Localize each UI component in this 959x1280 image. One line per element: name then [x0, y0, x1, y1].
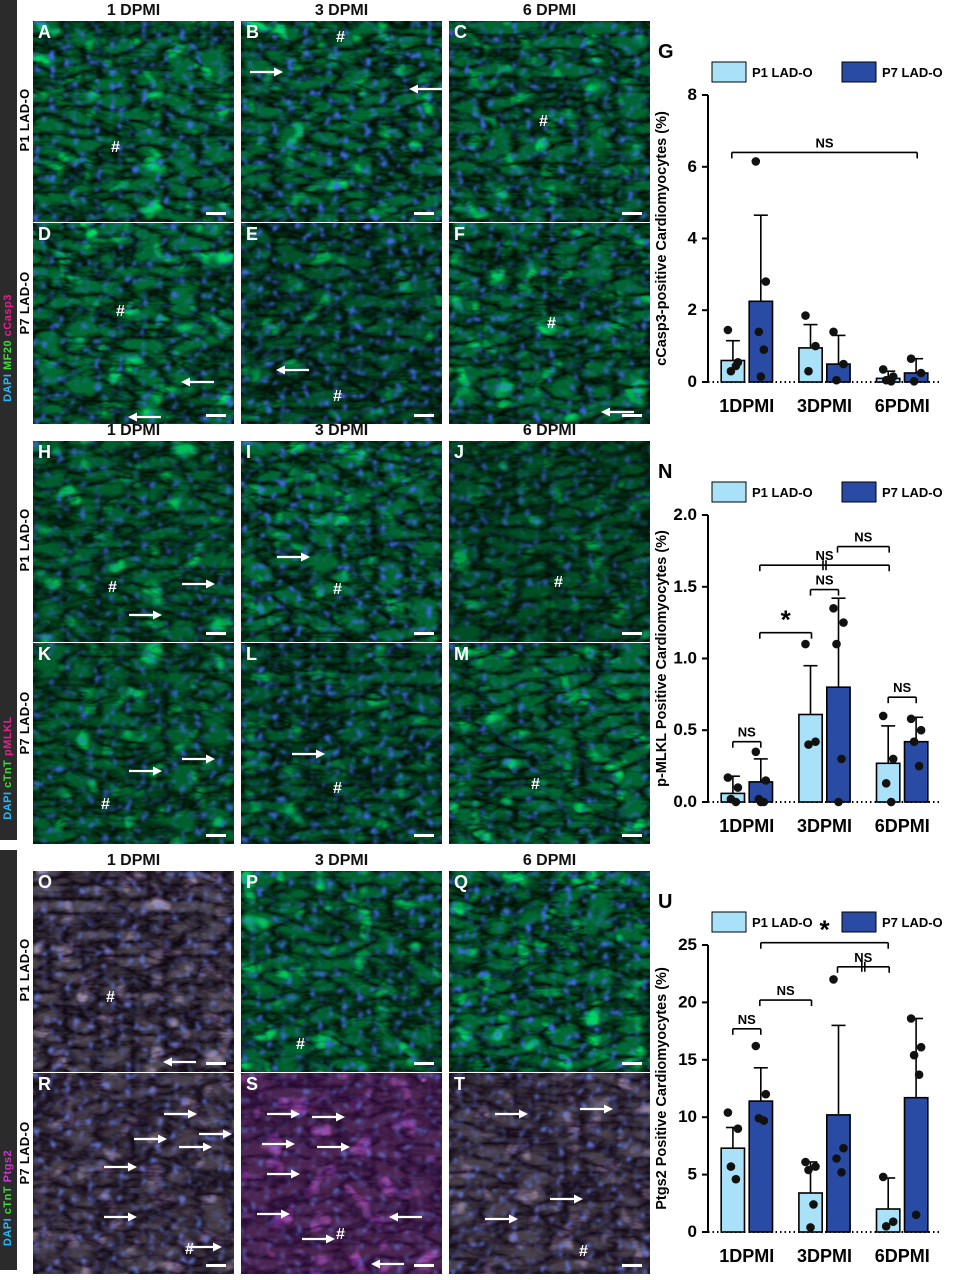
svg-text:3DPMI: 3DPMI: [797, 396, 852, 416]
svg-text:1DPMI: 1DPMI: [719, 396, 774, 416]
svg-text:NS: NS: [777, 983, 795, 998]
svg-text:P1 LAD-O: P1 LAD-O: [752, 485, 813, 500]
svg-text:NS: NS: [854, 950, 872, 965]
svg-text:6: 6: [688, 157, 697, 176]
svg-text:15: 15: [678, 1050, 697, 1069]
svg-text:25: 25: [678, 935, 697, 954]
svg-text:3DPMI: 3DPMI: [797, 1246, 852, 1266]
svg-text:P1 LAD-O: P1 LAD-O: [752, 915, 813, 930]
svg-text:0: 0: [688, 1222, 697, 1241]
svg-text:N: N: [658, 461, 672, 483]
svg-text:8: 8: [688, 85, 697, 104]
svg-text:0.5: 0.5: [673, 720, 697, 739]
svg-text:NS: NS: [815, 548, 833, 563]
svg-text:4: 4: [688, 229, 698, 248]
svg-text:NS: NS: [738, 725, 756, 740]
svg-text:6PDMI: 6PDMI: [875, 396, 930, 416]
svg-text:Ptgs2 Positive Cardiomyocytes: Ptgs2 Positive Cardiomyocytes (%): [654, 967, 670, 1210]
svg-text:5: 5: [688, 1165, 697, 1184]
svg-text:P7 LAD-O: P7 LAD-O: [882, 65, 943, 80]
svg-text:NS: NS: [854, 530, 872, 545]
svg-text:6DPMI: 6DPMI: [875, 816, 930, 836]
svg-text:NS: NS: [738, 1012, 756, 1027]
svg-text:3DPMI: 3DPMI: [797, 816, 852, 836]
svg-text:*: *: [819, 915, 830, 945]
svg-text:1DPMI: 1DPMI: [719, 816, 774, 836]
svg-text:P7 LAD-O: P7 LAD-O: [882, 485, 943, 500]
svg-text:P1 LAD-O: P1 LAD-O: [752, 65, 813, 80]
svg-text:0.0: 0.0: [673, 792, 697, 811]
svg-text:G: G: [658, 41, 674, 63]
svg-text:NS: NS: [815, 573, 833, 588]
svg-text:p-MLKL Positive Cardiomyocytes: p-MLKL Positive Cardiomyocytes (%): [654, 530, 670, 787]
svg-text:10: 10: [678, 1107, 697, 1126]
svg-text:P7 LAD-O: P7 LAD-O: [882, 915, 943, 930]
svg-text:U: U: [658, 891, 672, 913]
svg-text:2: 2: [688, 300, 697, 319]
svg-text:1.5: 1.5: [673, 577, 697, 596]
svg-text:cCasp3-positive Cardiomyocytes: cCasp3-positive Cardiomyocytes (%): [654, 111, 670, 366]
svg-text:6DPMI: 6DPMI: [875, 1246, 930, 1266]
svg-text:20: 20: [678, 992, 697, 1011]
svg-text:NS: NS: [893, 680, 911, 695]
svg-text:0: 0: [688, 372, 697, 391]
svg-text:*: *: [781, 605, 792, 635]
svg-text:2.0: 2.0: [673, 505, 697, 524]
svg-text:NS: NS: [815, 135, 833, 150]
svg-text:1DPMI: 1DPMI: [719, 1246, 774, 1266]
svg-text:1.0: 1.0: [673, 649, 697, 668]
